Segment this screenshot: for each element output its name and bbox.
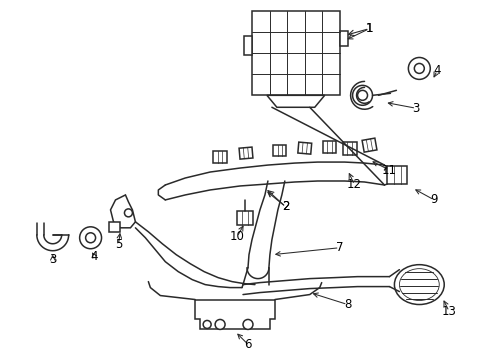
Bar — [251, 11, 339, 95]
Circle shape — [203, 320, 211, 328]
Bar — [386, 166, 407, 184]
Text: 4: 4 — [91, 250, 98, 263]
Circle shape — [243, 319, 252, 329]
Polygon shape — [110, 195, 135, 228]
Ellipse shape — [399, 269, 438, 301]
Bar — [297, 142, 311, 154]
Text: 11: 11 — [381, 163, 396, 176]
Text: 1: 1 — [365, 22, 372, 35]
Bar — [237, 211, 252, 225]
Circle shape — [357, 90, 367, 100]
Polygon shape — [195, 300, 274, 329]
Polygon shape — [266, 95, 324, 107]
Text: 3: 3 — [412, 102, 419, 115]
Text: 6: 6 — [244, 338, 251, 351]
Bar — [273, 145, 286, 156]
Bar — [342, 141, 356, 154]
Text: 2: 2 — [282, 201, 289, 213]
Bar — [361, 138, 376, 152]
Circle shape — [413, 63, 424, 73]
Text: 5: 5 — [115, 238, 122, 251]
Text: 9: 9 — [429, 193, 437, 206]
Text: 8: 8 — [343, 298, 350, 311]
Text: 4: 4 — [433, 64, 440, 77]
Text: 12: 12 — [346, 179, 361, 192]
Bar — [213, 151, 226, 163]
Bar — [239, 147, 252, 159]
Circle shape — [215, 319, 224, 329]
Bar — [323, 141, 335, 153]
Text: 10: 10 — [229, 230, 244, 243]
Text: 7: 7 — [335, 241, 343, 254]
Text: 2: 2 — [282, 201, 289, 213]
Ellipse shape — [394, 265, 443, 305]
Text: 13: 13 — [441, 305, 456, 318]
Polygon shape — [339, 31, 347, 45]
Circle shape — [85, 233, 95, 243]
Circle shape — [352, 85, 372, 105]
Text: 1: 1 — [365, 22, 372, 35]
Polygon shape — [108, 222, 120, 232]
Circle shape — [124, 209, 132, 217]
Circle shape — [407, 58, 429, 80]
Circle shape — [80, 227, 102, 249]
Polygon shape — [244, 36, 251, 55]
Text: 3: 3 — [49, 253, 56, 266]
